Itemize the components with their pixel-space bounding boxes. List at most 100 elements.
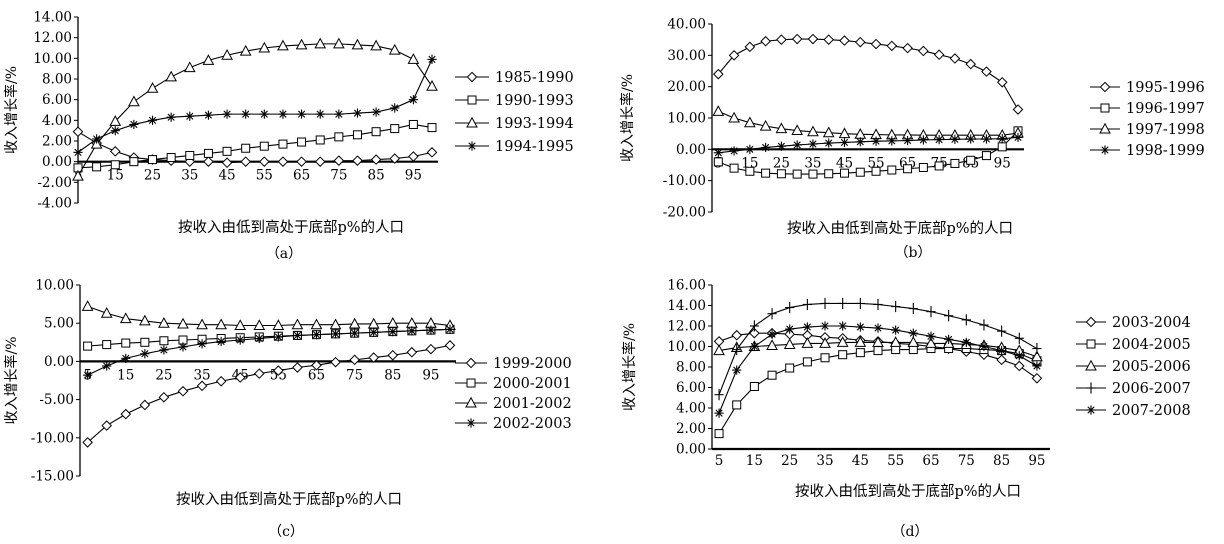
legend-entry: 1990-1993	[455, 93, 574, 109]
data-point	[119, 312, 132, 324]
data-point	[950, 134, 960, 144]
data-point	[714, 429, 724, 439]
data-point	[259, 109, 269, 119]
data-point	[1031, 350, 1043, 362]
series-2002-2003	[83, 324, 455, 380]
data-point	[427, 54, 437, 64]
data-point	[368, 352, 380, 363]
x-tick-label: 95	[994, 155, 1011, 171]
x-axis-label: 按收入由低到高处于底部p%的人口	[795, 483, 1021, 500]
x-tick-label: 35	[193, 367, 210, 383]
data-point	[333, 155, 345, 166]
data-point	[371, 107, 381, 117]
data-point	[390, 124, 400, 134]
data-point	[408, 151, 419, 162]
y-tick-label: -2.00	[37, 175, 72, 191]
legend-marker	[465, 396, 477, 408]
data-point	[92, 134, 102, 144]
data-point	[824, 138, 834, 148]
data-point	[277, 39, 289, 51]
series-2001-2002	[81, 300, 456, 330]
y-tick-label: 8.00	[42, 72, 72, 88]
data-point	[222, 109, 232, 119]
x-tick-label: 75	[346, 367, 363, 383]
data-point	[426, 147, 438, 158]
data-point	[369, 327, 379, 337]
data-point	[352, 108, 363, 118]
data-point	[745, 144, 755, 154]
legend-label: 2001-2002	[493, 396, 572, 412]
data-point	[744, 41, 756, 53]
x-tick-label: 75	[958, 453, 975, 469]
data-point	[907, 336, 920, 347]
data-point	[158, 316, 170, 328]
data-point	[109, 115, 122, 126]
y-tick-label: 12.00	[667, 319, 706, 335]
data-point	[713, 344, 725, 356]
series-1998-1999	[713, 132, 1023, 158]
x-tick-label: 65	[922, 453, 939, 469]
data-point	[838, 297, 848, 310]
legend-entry: 2005-2006	[1076, 359, 1191, 375]
legend-label: 2006-2007	[1112, 381, 1191, 397]
data-point	[183, 61, 196, 73]
data-point	[713, 157, 723, 167]
y-tick-label: 0.00	[44, 354, 74, 370]
legend-marker	[1086, 405, 1096, 415]
data-point	[216, 336, 226, 347]
data-point	[855, 167, 865, 177]
y-tick-label: 20.00	[667, 79, 706, 95]
data-point	[918, 135, 928, 145]
legend-label: 2005-2006	[1112, 359, 1191, 375]
data-point	[767, 329, 777, 339]
y-tick-label: 0.00	[676, 442, 706, 458]
data-point	[407, 326, 417, 336]
data-point	[791, 33, 803, 45]
panel-caption: （d）	[892, 524, 929, 540]
legend-entry: 2000-2001	[455, 376, 572, 392]
x-axis-label: 按收入由低到高处于底部p%的人口	[176, 491, 402, 508]
x-tick-label: 15	[107, 168, 124, 184]
y-tick-label: 6.00	[676, 380, 706, 396]
legend-label: 1996-1997	[1126, 101, 1205, 117]
data-point	[1012, 104, 1024, 115]
x-tick-label: 5	[715, 453, 724, 469]
data-point	[839, 137, 850, 148]
x-tick-label: 35	[816, 453, 833, 469]
data-point	[918, 163, 928, 173]
data-point	[979, 319, 989, 331]
legend-label: 2002-2003	[493, 416, 572, 432]
legend-entry: 1993-1994	[455, 116, 574, 132]
data-point	[785, 301, 795, 314]
y-tick-label: 6.00	[42, 92, 72, 108]
data-point	[839, 35, 850, 46]
data-point	[277, 156, 289, 167]
data-point	[745, 166, 755, 176]
data-point	[839, 168, 849, 178]
y-axis-label: 收入增长率/%	[621, 323, 638, 411]
y-tick-label: 4.00	[42, 113, 72, 129]
data-point	[234, 319, 247, 330]
data-point	[234, 372, 246, 383]
data-point	[891, 325, 901, 335]
data-point	[802, 298, 812, 311]
data-point	[315, 135, 325, 145]
data-point	[102, 340, 112, 350]
legend-marker	[466, 378, 476, 388]
data-point	[838, 127, 851, 139]
data-point	[871, 166, 881, 176]
data-point	[775, 122, 788, 134]
x-tick-label: 25	[144, 168, 161, 184]
data-point	[241, 109, 251, 119]
y-tick-label: 2.00	[676, 421, 706, 437]
data-point	[731, 329, 743, 341]
y-tick-label: 2.00	[42, 134, 72, 150]
series-1993-1994	[72, 37, 438, 181]
data-point	[272, 319, 285, 330]
y-tick-label: 0.00	[42, 154, 72, 170]
data-point	[348, 317, 361, 329]
data-point	[836, 336, 849, 347]
data-point	[196, 318, 208, 330]
legend-entry: 2001-2002	[455, 396, 572, 412]
data-point	[389, 153, 401, 164]
